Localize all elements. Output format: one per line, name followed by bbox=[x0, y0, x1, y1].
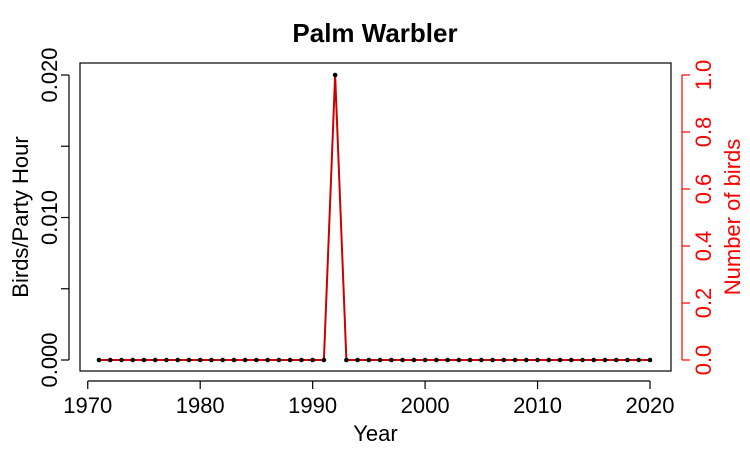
data-point bbox=[456, 357, 462, 363]
data-point bbox=[535, 357, 540, 363]
data-point bbox=[524, 357, 529, 363]
data-point bbox=[647, 357, 653, 363]
data-point bbox=[580, 357, 585, 363]
data-point bbox=[265, 357, 270, 363]
data-point bbox=[422, 357, 428, 363]
y-right-tick-label: 0.8 bbox=[691, 117, 716, 148]
plot-frame bbox=[79, 62, 672, 372]
y-left-tick-label: 0.010 bbox=[37, 190, 62, 245]
chart-title: Palm Warbler bbox=[292, 18, 457, 48]
x-tick-label: 1980 bbox=[176, 393, 225, 418]
data-point bbox=[400, 357, 405, 363]
data-point bbox=[209, 357, 214, 363]
data-point bbox=[220, 357, 225, 363]
x-tick-label: 2010 bbox=[513, 393, 562, 418]
data-point bbox=[197, 357, 203, 363]
data-point bbox=[366, 357, 372, 363]
data-point bbox=[242, 357, 248, 363]
x-tick-label: 1970 bbox=[63, 393, 112, 418]
data-point bbox=[164, 357, 169, 363]
data-point bbox=[175, 357, 181, 363]
data-point bbox=[141, 357, 147, 363]
y-left-axis: 0.000 0.010 0.020 bbox=[37, 47, 70, 388]
data-point bbox=[445, 357, 450, 363]
data-point bbox=[636, 357, 642, 363]
data-point bbox=[276, 357, 282, 363]
y-right-tick-label: 0.0 bbox=[691, 345, 716, 376]
data-point bbox=[546, 357, 552, 363]
data-point bbox=[467, 357, 473, 363]
series-line-number-of-birds bbox=[99, 74, 650, 361]
x-tick-label: 2000 bbox=[401, 393, 450, 418]
data-point bbox=[344, 357, 349, 363]
data-point bbox=[119, 357, 124, 363]
x-tick-label: 1990 bbox=[288, 393, 337, 418]
y-right-axis: 0.0 0.2 0.4 0.6 0.8 1.0 bbox=[681, 60, 716, 376]
data-point bbox=[254, 357, 259, 363]
data-point bbox=[411, 357, 417, 363]
data-point bbox=[287, 357, 293, 363]
data-point bbox=[557, 357, 563, 363]
data-point bbox=[186, 357, 192, 363]
y-left-tick-label: 0.000 bbox=[37, 332, 62, 387]
data-point bbox=[299, 357, 304, 363]
data-point bbox=[231, 357, 237, 363]
y-right-tick-label: 0.2 bbox=[691, 288, 716, 319]
y-right-axis-label: Number of birds bbox=[720, 139, 745, 296]
data-point bbox=[501, 357, 507, 363]
data-point bbox=[591, 357, 597, 363]
y-right-tick-label: 0.4 bbox=[691, 231, 716, 262]
data-point bbox=[512, 357, 518, 363]
data-point bbox=[321, 357, 327, 363]
x-axis: 1970 1980 1990 2000 2010 2020 bbox=[63, 380, 675, 418]
data-point bbox=[602, 357, 608, 363]
data-point bbox=[625, 357, 630, 363]
y-left-axis-label: Birds/Party Hour bbox=[8, 136, 33, 297]
series-line-birds-per-party-hour bbox=[99, 74, 650, 361]
data-point bbox=[152, 357, 158, 363]
y-left-tick-label: 0.020 bbox=[37, 47, 62, 102]
data-point bbox=[377, 357, 383, 363]
data-point bbox=[355, 357, 360, 363]
data-point bbox=[107, 357, 113, 363]
x-axis-label: Year bbox=[353, 421, 397, 446]
series-layer bbox=[96, 72, 653, 363]
data-point bbox=[310, 357, 315, 363]
data-point bbox=[568, 357, 574, 363]
data-point bbox=[434, 357, 439, 363]
data-point bbox=[96, 357, 102, 363]
data-point bbox=[479, 357, 484, 363]
x-tick-label: 2020 bbox=[626, 393, 675, 418]
data-point bbox=[613, 357, 619, 363]
y-right-tick-label: 1.0 bbox=[691, 60, 716, 91]
data-point bbox=[490, 357, 495, 363]
data-point bbox=[332, 72, 338, 78]
data-point bbox=[389, 357, 394, 363]
y-right-tick-label: 0.6 bbox=[691, 174, 716, 205]
data-point bbox=[130, 357, 136, 363]
